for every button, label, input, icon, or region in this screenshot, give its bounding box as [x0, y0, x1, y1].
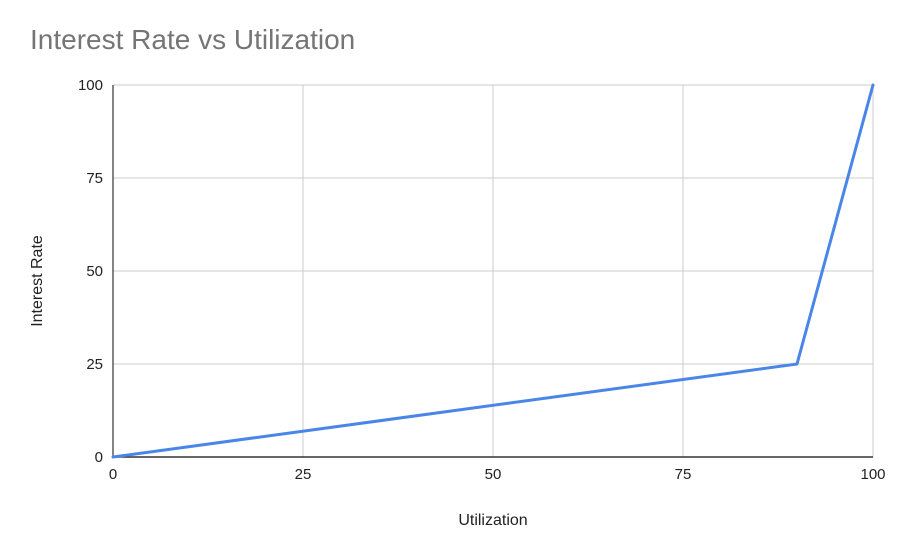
y-tick-label: 75 — [86, 170, 103, 187]
x-tick-labels: 0 25 50 75 100 — [109, 466, 886, 483]
chart-title: Interest Rate vs Utilization — [30, 24, 356, 55]
y-tick-label: 50 — [86, 263, 103, 280]
x-tick-label: 100 — [860, 466, 885, 483]
series-layer — [111, 83, 875, 459]
x-tick-label: 25 — [295, 466, 312, 483]
series-line — [111, 83, 875, 459]
y-tick-label: 100 — [78, 77, 103, 94]
y-axis-label: Interest Rate — [29, 235, 46, 327]
x-axis-label: Utilization — [458, 512, 527, 529]
x-tick-label: 0 — [109, 466, 117, 483]
x-tick-label: 50 — [485, 466, 502, 483]
y-tick-label: 0 — [95, 449, 103, 466]
x-tick-label: 75 — [675, 466, 692, 483]
y-tick-labels: 0 25 50 75 100 — [78, 77, 103, 466]
axes — [112, 85, 873, 458]
grid-lines — [113, 84, 874, 457]
y-tick-label: 25 — [86, 356, 103, 373]
